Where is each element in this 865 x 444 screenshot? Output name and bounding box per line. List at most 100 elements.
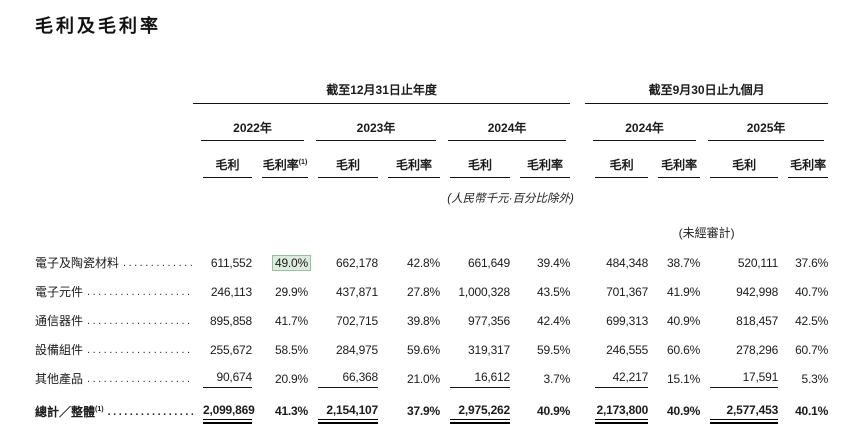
cell-margin: 40.9% [667,313,701,328]
cell-total-margin: 40.9% [537,404,571,418]
col-header-profit-2024: 毛利 [440,144,510,180]
cell-profit: 17,591 [700,364,778,393]
dot-leader [83,344,193,356]
row-label-cell: 總計／整體(1) [35,393,193,429]
row-label: 電子元件 [35,285,84,299]
row-label-cell: 通信器件 [35,306,193,335]
cell-margin: 39.4% [537,255,571,270]
cell-profit: 319,317 [468,342,510,357]
cell-margin: 37.6% [795,255,829,270]
table-row-other-products: 其他產品 90,674 20.9% 66,368 21.0% 16,612 3.… [35,364,828,393]
cell-profit: 16,612 [440,364,510,393]
table-row-electronic-ceramic-materials: 電子及陶瓷材料 611,552 49.0% 662,178 42.8% 661,… [35,248,828,277]
row-label: 設備組件 [35,343,84,357]
col-header-profit-2023: 毛利 [308,144,378,180]
cell-profit: 662,178 [336,255,378,270]
cell-margin: 5.3% [801,371,829,386]
cell-profit: 90,674 [193,364,252,393]
dot-leader [83,373,193,385]
cell-profit: 661,649 [468,255,510,270]
table-row-equipment-modules: 設備組件 255,672 58.5% 284,975 59.6% 319,317… [35,335,828,364]
row-label: 通信器件 [35,314,84,328]
cell-total-profit: 2,975,262 [440,393,510,429]
total-label: 總計／整體(1) [35,404,104,419]
cell-margin: 38.7% [667,255,701,270]
spacer [570,277,585,306]
col-header-profit-9m-2024: 毛利 [585,144,649,180]
cell-profit: 246,555 [606,342,649,357]
cell-margin: 41.7% [274,313,308,328]
spacer [570,70,585,104]
dot-leader [104,406,193,418]
group-header-annual: 截至12月31日止年度 [193,70,571,104]
unaudited-note-row: (未經審計) [35,216,828,248]
footnote-marker: (1) [95,405,104,413]
group-header-nine-month-label: 截至9月30日止九個月 [585,71,829,104]
cell-profit: 437,871 [336,284,378,299]
cell-margin: 20.9% [274,371,308,386]
cell-profit: 701,367 [606,284,649,299]
cell-profit: 284,975 [336,342,378,357]
year-header-2022: 2022年 [193,104,308,144]
cell-profit: 520,111 [737,255,779,270]
cell-profit: 42,217 [585,364,648,393]
footnote-marker: (1) [298,159,308,166]
table-row-communication-devices: 通信器件 895,858 41.7% 702,715 39.8% 977,356… [35,306,828,335]
unit-note-row: (人民幣千元·百分比除外) [35,180,828,216]
spacer [570,393,585,429]
unit-note-cell: (人民幣千元·百分比除外) [193,180,828,216]
year-header-9m-2024: 2024年 [585,104,700,144]
cell-profit: 611,552 [210,255,252,270]
cell-profit: 1,000,328 [458,284,510,299]
cell-profit: 484,348 [606,255,649,270]
spacer [570,306,585,335]
spacer [35,144,193,180]
dot-leader [83,286,193,298]
cell-margin: 3.7% [543,371,571,386]
cell-margin-highlighted: 49.0% [252,248,311,277]
cell-profit: 246,113 [210,284,252,299]
cell-total-profit: 2,099,869 [193,393,255,429]
cell-margin: 29.9% [274,284,308,299]
row-label: 電子及陶瓷材料 [35,256,120,270]
spacer [35,104,193,144]
spacer [35,70,193,104]
year-header-9m-2025: 2025年 [700,104,828,144]
cell-margin: 21.0% [406,371,440,386]
cell-margin: 41.9% [667,284,701,299]
spacer [570,364,585,393]
cell-margin: 42.8% [406,255,440,270]
cell-margin: 27.8% [406,284,440,299]
cell-margin: 15.1% [667,371,701,386]
cell-margin: 42.5% [795,313,829,328]
cell-margin: 39.8% [406,313,440,328]
cell-profit: 942,998 [736,284,779,299]
spacer [570,248,585,277]
row-label-cell: 電子及陶瓷材料 [35,248,193,277]
dot-leader [83,315,193,327]
cell-profit: 977,356 [468,313,510,328]
row-label-cell: 設備組件 [35,335,193,364]
cell-margin: 59.5% [537,342,571,357]
cell-margin: 43.5% [537,284,571,299]
dot-leader [119,257,193,269]
year-header-2024: 2024年 [440,104,570,144]
row-label-cell: 電子元件 [35,277,193,306]
cell-total-profit: 2,154,107 [308,393,378,429]
cell-profit: 702,715 [336,313,378,328]
col-header-margin-9m-2024: 毛利率 [648,144,701,180]
cell-margin: 60.7% [795,342,829,357]
cell-total-margin: 41.3% [274,404,308,418]
cell-total-margin: 40.9% [667,404,701,418]
unit-note: (人民幣千元·百分比除外) [447,193,574,205]
col-header-margin-2022: 毛利率(1) [252,144,308,180]
cell-margin: 59.6% [406,342,440,357]
row-label-cell: 其他產品 [35,364,193,393]
table-row-total: 總計／整體(1) 2,099,869 41.3% 2,154,107 37.9%… [35,393,828,429]
cell-profit: 278,296 [736,342,779,357]
spacer [570,335,585,364]
cell-profit: 699,313 [606,313,649,328]
spacer [35,180,193,216]
gross-profit-table: 截至12月31日止年度 截至9月30日止九個月 2022年 2023年 2024… [35,70,828,429]
